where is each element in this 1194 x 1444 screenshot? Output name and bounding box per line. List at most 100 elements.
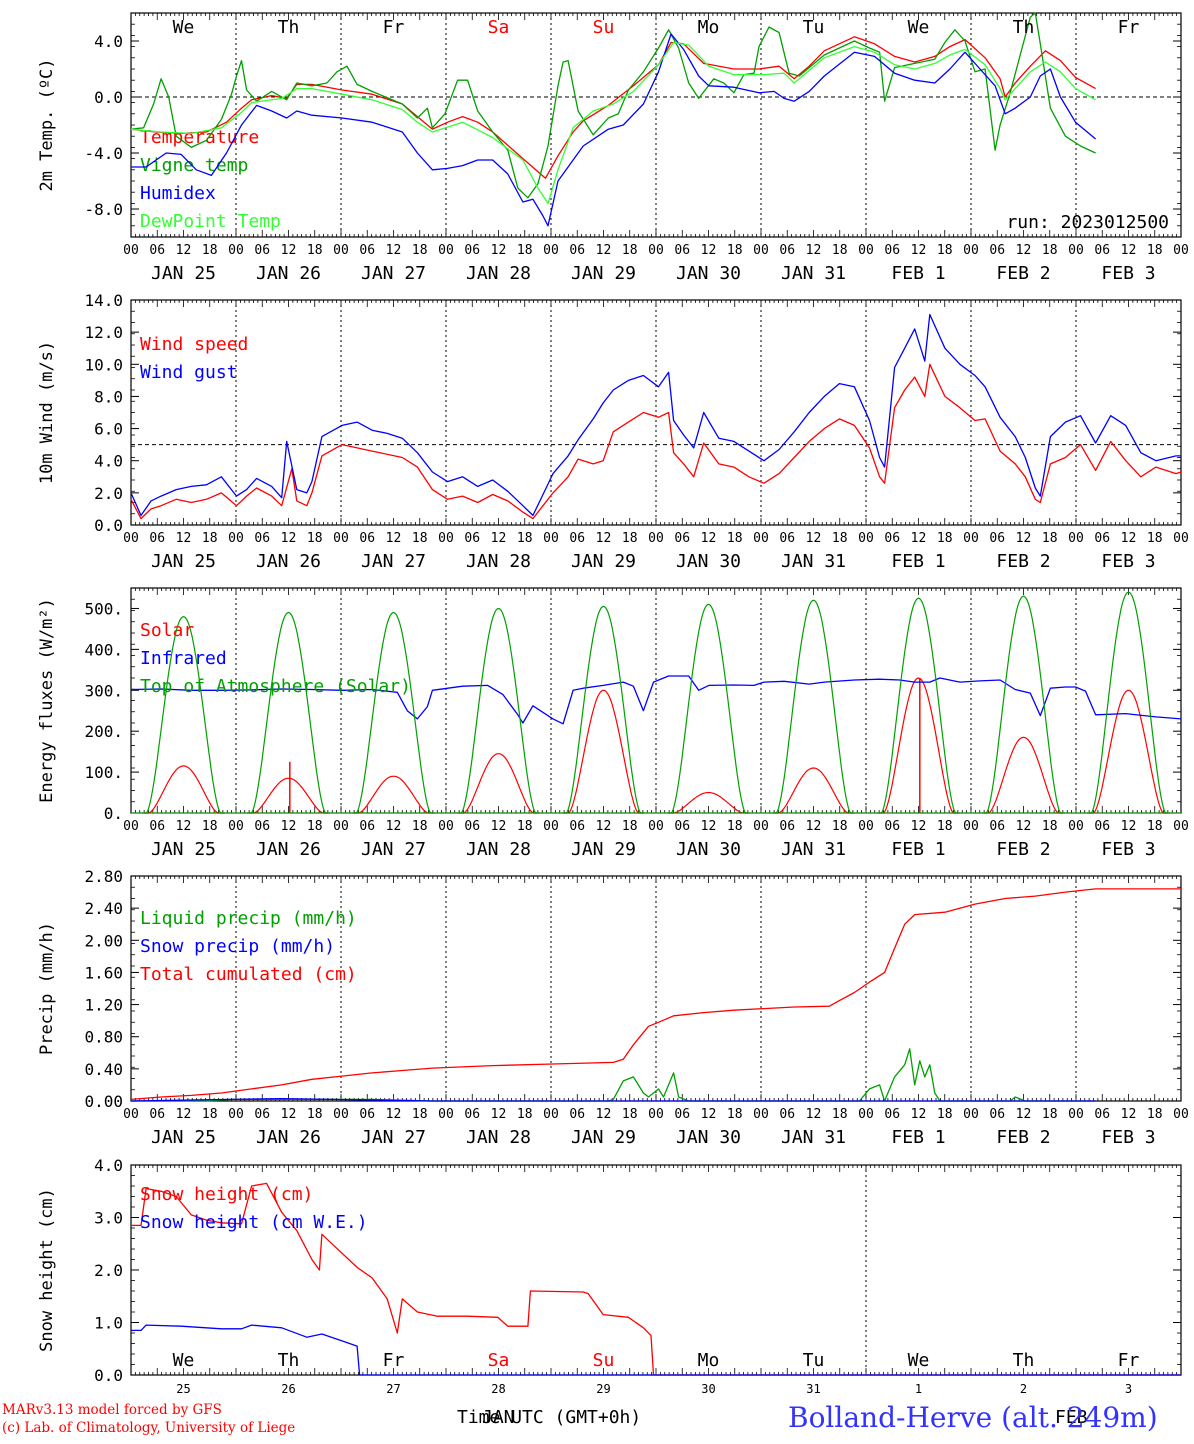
hour-tick-label: 06 [149,531,165,546]
hour-tick-label: 00 [1173,531,1189,546]
legend-entry: Wind gust [140,362,238,383]
legend-entry: DewPoint Temp [140,211,281,232]
hour-tick-label: 12 [911,531,927,546]
hour-tick-label: 00 [543,243,559,258]
hour-tick-label: 18 [1147,531,1163,546]
series-line [141,615,226,814]
y-tick-label: 0.00 [84,1092,123,1111]
hour-tick-label: 00 [228,819,244,834]
day-label: JAN 25 [151,1127,216,1148]
hour-tick-label: 18 [1042,1107,1058,1122]
legend-entry: Liquid precip (mm/h) [140,908,357,929]
y-tick-label: 4.0 [94,32,123,51]
day-label: FEB 1 [891,551,945,572]
hour-tick-label: 06 [674,1107,690,1122]
hour-tick-label: 18 [517,243,533,258]
hour-tick-label: 00 [858,819,874,834]
series-line [984,736,1063,814]
day-label: FEB 3 [1101,839,1155,860]
series-line [666,603,751,814]
series-line [131,1048,1096,1102]
hour-tick-label: 18 [832,1107,848,1122]
y-tick-label: 2.80 [84,867,123,886]
hour-tick-label: 12 [1016,1107,1032,1122]
hour-tick-label: 00 [963,819,979,834]
hour-tick-label: 00 [1068,243,1084,258]
series-line [131,1324,1181,1376]
day-label: FEB 1 [891,1127,945,1148]
series-line [130,313,1181,517]
day-label: JAN 26 [256,263,321,284]
day-number-label: 31 [806,1382,820,1396]
hour-tick-label: 12 [491,1107,507,1122]
weekday-label: Th [1013,1350,1035,1371]
hour-tick-label: 18 [727,819,743,834]
day-number-label: 28 [491,1382,505,1396]
series-line [130,41,1096,205]
hour-tick-label: 18 [202,243,218,258]
hour-tick-label: 18 [307,819,323,834]
series-line [130,12,1096,199]
weekday-label: Sa [488,1350,510,1371]
hour-tick-label: 00 [438,819,454,834]
day-label: FEB 2 [996,551,1050,572]
hour-tick-label: 18 [1042,531,1058,546]
hour-tick-label: 18 [1147,243,1163,258]
model-credit: MARv3.13 model forced by GFS [2,1402,222,1418]
hour-tick-label: 06 [254,243,270,258]
hour-tick-label: 18 [937,531,953,546]
y-tick-label: 100. [84,763,123,782]
series-line [131,1182,1181,1376]
legend-entry: Infrared [140,648,227,669]
series-line [246,611,331,814]
hour-tick-label: 00 [333,1107,349,1122]
day-label: FEB 1 [891,263,945,284]
day-label: JAN 27 [361,263,426,284]
legend-entry: Humidex [140,183,216,204]
hour-tick-label: 18 [1147,1107,1163,1122]
series-line [879,677,958,814]
series-line [774,767,853,814]
hour-tick-label: 00 [123,243,139,258]
y-tick-label: -8.0 [84,200,123,219]
weekday-label: Tu [803,17,825,38]
hour-tick-label: 12 [386,1107,402,1122]
hour-tick-label: 18 [412,819,428,834]
hour-tick-label: 00 [1173,1107,1189,1122]
series-line [876,597,961,814]
day-label: JAN 31 [781,1127,846,1148]
hour-tick-label: 18 [307,243,323,258]
day-label: JAN 30 [676,839,741,860]
hour-tick-label: 18 [937,819,953,834]
series-line [130,36,1096,179]
chart-panel: 500. 400. 300. 200. 100. 0. Energy fluxes (W/m… [37,587,1189,860]
hour-tick-label: 12 [911,1107,927,1122]
hour-tick-label: 12 [176,819,192,834]
hour-tick-label: 00 [438,531,454,546]
hour-tick-label: 06 [464,1107,480,1122]
hour-tick-label: 18 [622,531,638,546]
hour-tick-label: 06 [464,819,480,834]
legend-entry: Temperature [140,127,259,148]
hour-tick-label: 00 [1068,819,1084,834]
hour-tick-label: 12 [596,1107,612,1122]
hour-tick-label: 00 [543,1107,559,1122]
series-line [130,888,1181,1101]
legend-entry: Solar [140,620,194,641]
day-number-label: 2 [1020,1382,1027,1396]
chart-panel: 2.80 2.40 2.00 1.60 1.20 0.80 0.40 0.00 Precip (… [37,867,1189,1148]
hour-tick-label: 18 [832,243,848,258]
hour-tick-label: 00 [1068,1107,1084,1122]
day-number-label: 1 [915,1382,922,1396]
lab-credit: (c) Lab. of Climatology, University of L… [2,1420,296,1436]
y-tick-label: 10.0 [84,355,123,374]
weekday-label: Fr [1118,1350,1140,1371]
weekday-label: We [908,17,930,38]
day-label: JAN 31 [781,551,846,572]
y-tick-label: 12.0 [84,323,123,342]
hour-tick-label: 06 [359,531,375,546]
y-tick-label: 0. [104,804,123,823]
hour-tick-label: 00 [1173,819,1189,834]
y-tick-label: 500. [84,599,123,618]
hour-tick-label: 12 [281,819,297,834]
